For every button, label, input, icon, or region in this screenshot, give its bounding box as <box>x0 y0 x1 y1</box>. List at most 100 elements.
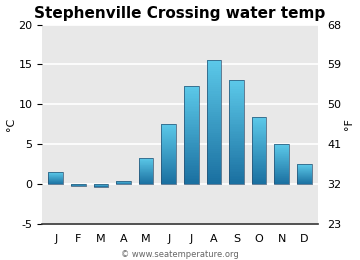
Bar <box>184 165 199 166</box>
Bar <box>274 161 289 162</box>
Bar <box>297 165 312 166</box>
Bar <box>229 176 244 177</box>
Bar <box>161 124 176 125</box>
Bar <box>229 105 244 106</box>
Bar <box>184 160 199 161</box>
Bar <box>161 183 176 184</box>
Bar <box>229 101 244 103</box>
Bar <box>252 141 266 142</box>
Bar <box>274 150 289 151</box>
Bar <box>274 152 289 153</box>
Bar <box>297 171 312 172</box>
Bar <box>207 178 221 180</box>
Bar <box>184 145 199 147</box>
Bar <box>184 166 199 168</box>
Bar <box>207 108 221 110</box>
Bar <box>184 132 199 134</box>
Bar <box>274 183 289 184</box>
Bar <box>252 172 266 173</box>
Bar <box>252 137 266 139</box>
Bar <box>207 81 221 83</box>
Bar <box>229 129 244 131</box>
Bar <box>207 155 221 158</box>
Bar <box>161 181 176 182</box>
Bar <box>229 103 244 105</box>
Bar <box>274 165 289 166</box>
Bar <box>252 170 266 171</box>
Bar <box>161 146 176 147</box>
Bar <box>274 181 289 182</box>
Bar <box>161 152 176 153</box>
Bar <box>207 141 221 143</box>
Bar <box>252 129 266 131</box>
Bar <box>207 176 221 178</box>
Bar <box>297 180 312 181</box>
Bar <box>229 108 244 110</box>
Bar <box>207 118 221 120</box>
Bar <box>207 143 221 145</box>
Bar <box>274 174 289 175</box>
Bar <box>207 145 221 147</box>
Bar <box>139 158 153 184</box>
Bar <box>252 118 266 119</box>
Bar <box>184 104 199 106</box>
Bar <box>161 132 176 133</box>
Bar <box>184 89 199 91</box>
Bar <box>229 119 244 120</box>
Bar <box>274 167 289 168</box>
Bar <box>207 120 221 122</box>
Bar <box>207 172 221 174</box>
Bar <box>161 173 176 174</box>
Bar <box>184 155 199 157</box>
Bar <box>229 80 244 82</box>
Bar <box>184 96 199 98</box>
Bar <box>252 117 266 184</box>
Bar <box>207 135 221 137</box>
Bar <box>274 166 289 167</box>
Bar <box>207 63 221 64</box>
Bar <box>161 135 176 136</box>
Bar <box>184 101 199 102</box>
Bar <box>252 176 266 177</box>
Bar <box>252 133 266 134</box>
Bar <box>252 159 266 160</box>
Bar <box>184 86 199 184</box>
Bar <box>252 165 266 166</box>
Bar <box>161 148 176 149</box>
Bar <box>229 120 244 122</box>
Bar <box>252 164 266 165</box>
Bar <box>161 156 176 157</box>
Bar <box>184 181 199 183</box>
Bar <box>161 160 176 161</box>
Bar <box>139 171 153 172</box>
Bar <box>184 134 199 135</box>
Bar <box>161 139 176 140</box>
Bar <box>48 172 63 184</box>
Bar <box>207 158 221 160</box>
Bar <box>252 163 266 164</box>
Bar <box>297 172 312 173</box>
Bar <box>207 116 221 118</box>
Bar <box>297 164 312 165</box>
Bar <box>229 139 244 141</box>
Bar <box>229 160 244 162</box>
Bar <box>207 61 221 184</box>
Bar <box>184 99 199 101</box>
Bar <box>207 96 221 98</box>
Bar <box>184 109 199 110</box>
Bar <box>184 93 199 94</box>
Bar <box>161 125 176 126</box>
Bar <box>207 147 221 149</box>
Bar <box>184 117 199 119</box>
Bar <box>139 159 153 160</box>
Bar <box>161 176 176 177</box>
Bar <box>229 124 244 126</box>
Bar <box>207 125 221 127</box>
Bar <box>161 175 176 176</box>
Bar <box>252 131 266 132</box>
Bar <box>161 166 176 167</box>
Bar <box>139 164 153 165</box>
Bar <box>184 114 199 115</box>
Bar <box>161 155 176 156</box>
Bar <box>252 134 266 135</box>
